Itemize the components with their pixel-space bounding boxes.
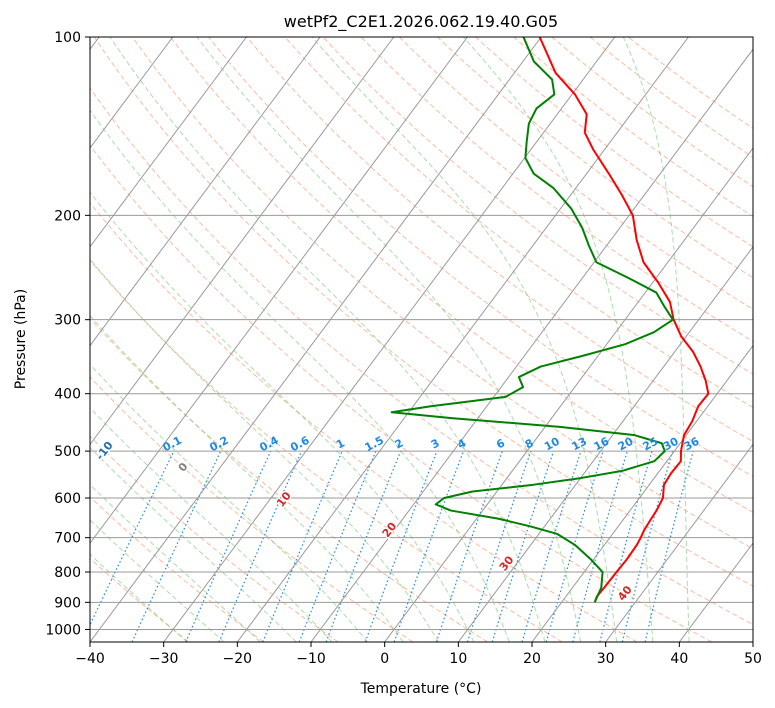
dry-adiabat-line [513,37,753,218]
mixing-ratio-line [298,450,377,642]
dry-adiabat-line [551,37,753,188]
mixing-ratio-line [325,450,402,642]
y-tick-label: 400 [54,387,81,403]
isotherm-line [384,147,753,642]
mixing-ratio-line [218,450,303,642]
dry-adiabat-line [322,37,753,375]
dry-adiabat-line [90,87,753,626]
dry-adiabat-line [131,37,753,550]
isotherm-line [90,37,247,248]
y-tick-label: 900 [54,595,81,611]
mixing-ratio-label: 20 [616,435,636,454]
isotherm-line [310,48,753,642]
dry-adiabat-line [93,37,753,587]
x-tick-label: 30 [597,651,615,667]
series-line-dewpoint [390,37,674,603]
series-line-temperature [538,37,710,603]
x-tick-label: 40 [670,651,688,667]
mixing-ratio-label: 36 [682,435,702,454]
x-axis-label: Temperature (°C) [360,681,482,697]
mixing-ratio-line [435,450,503,642]
plot-frame [89,36,754,643]
x-tick-label: 50 [744,651,762,667]
mixing-ratio-line [599,450,653,642]
chart-title: wetPf2_C2E1.2026.062.19.40.G05 [284,12,558,32]
x-tick-label: 0 [380,651,389,667]
mixing-ratio-label: 30 [661,435,681,454]
isotherm-line [90,37,542,642]
x-tick-label: 20 [523,651,541,667]
dry-adiabat-line [169,37,753,513]
mixing-ratio-line [466,450,532,642]
y-tick-label: 800 [54,565,81,581]
y-tick-label: 100 [54,30,81,46]
dry-adiabat-line [90,144,712,642]
dry-adiabat-line [436,37,753,279]
isotherm-line [531,344,753,642]
dry-adiabat-line [246,37,753,443]
isotherm-line [90,37,321,347]
y-tick-label: 300 [54,313,81,329]
mixing-ratio-label: 25 [641,435,661,454]
mixing-ratio-line [545,450,604,642]
x-tick-label: −20 [223,651,253,667]
isotherm-line [605,443,753,642]
y-axis-label: Pressure (hPa) [13,289,29,389]
dry-adiabat-line [90,317,488,642]
x-tick-label: 10 [449,651,467,667]
moist-adiabat-line [90,407,333,642]
isotherm-line [90,37,174,149]
isotherm-line [236,37,689,642]
mixing-ratio-line [621,450,674,642]
mixing-ratio-label: 13 [569,435,589,454]
dry-adiabat-line [90,201,638,642]
dry-adiabat-line [90,259,563,642]
y-tick-label: 1000 [45,622,81,638]
mixing-ratio-line [491,450,555,642]
mixing-ratio-label: 16 [592,435,612,454]
x-tick-label: −30 [149,651,179,667]
dry-adiabat-line [90,435,339,642]
x-tick-label: −40 [75,651,105,667]
x-tick-label: −10 [296,651,326,667]
isotherm-line [90,37,468,545]
mixing-ratio-label: 10 [542,435,562,454]
isotherm-line [90,37,395,446]
dry-adiabat-line [208,37,753,478]
moist-adiabat-line [90,258,439,642]
dry-adiabat-line [284,37,753,409]
mixing-ratio-line [185,450,272,642]
mixing-ratio-line [262,450,343,642]
y-tick-label: 600 [54,491,81,507]
y-tick-label: 700 [54,531,81,547]
dry-adiabat-line [360,37,753,342]
mixing-ratio-line [521,450,582,642]
y-tick-label: 200 [54,208,81,224]
y-tick-label: 500 [54,444,81,460]
mixing-ratio-line [364,450,438,642]
dry-adiabat-line [90,496,264,642]
isotherm-line [163,37,616,642]
